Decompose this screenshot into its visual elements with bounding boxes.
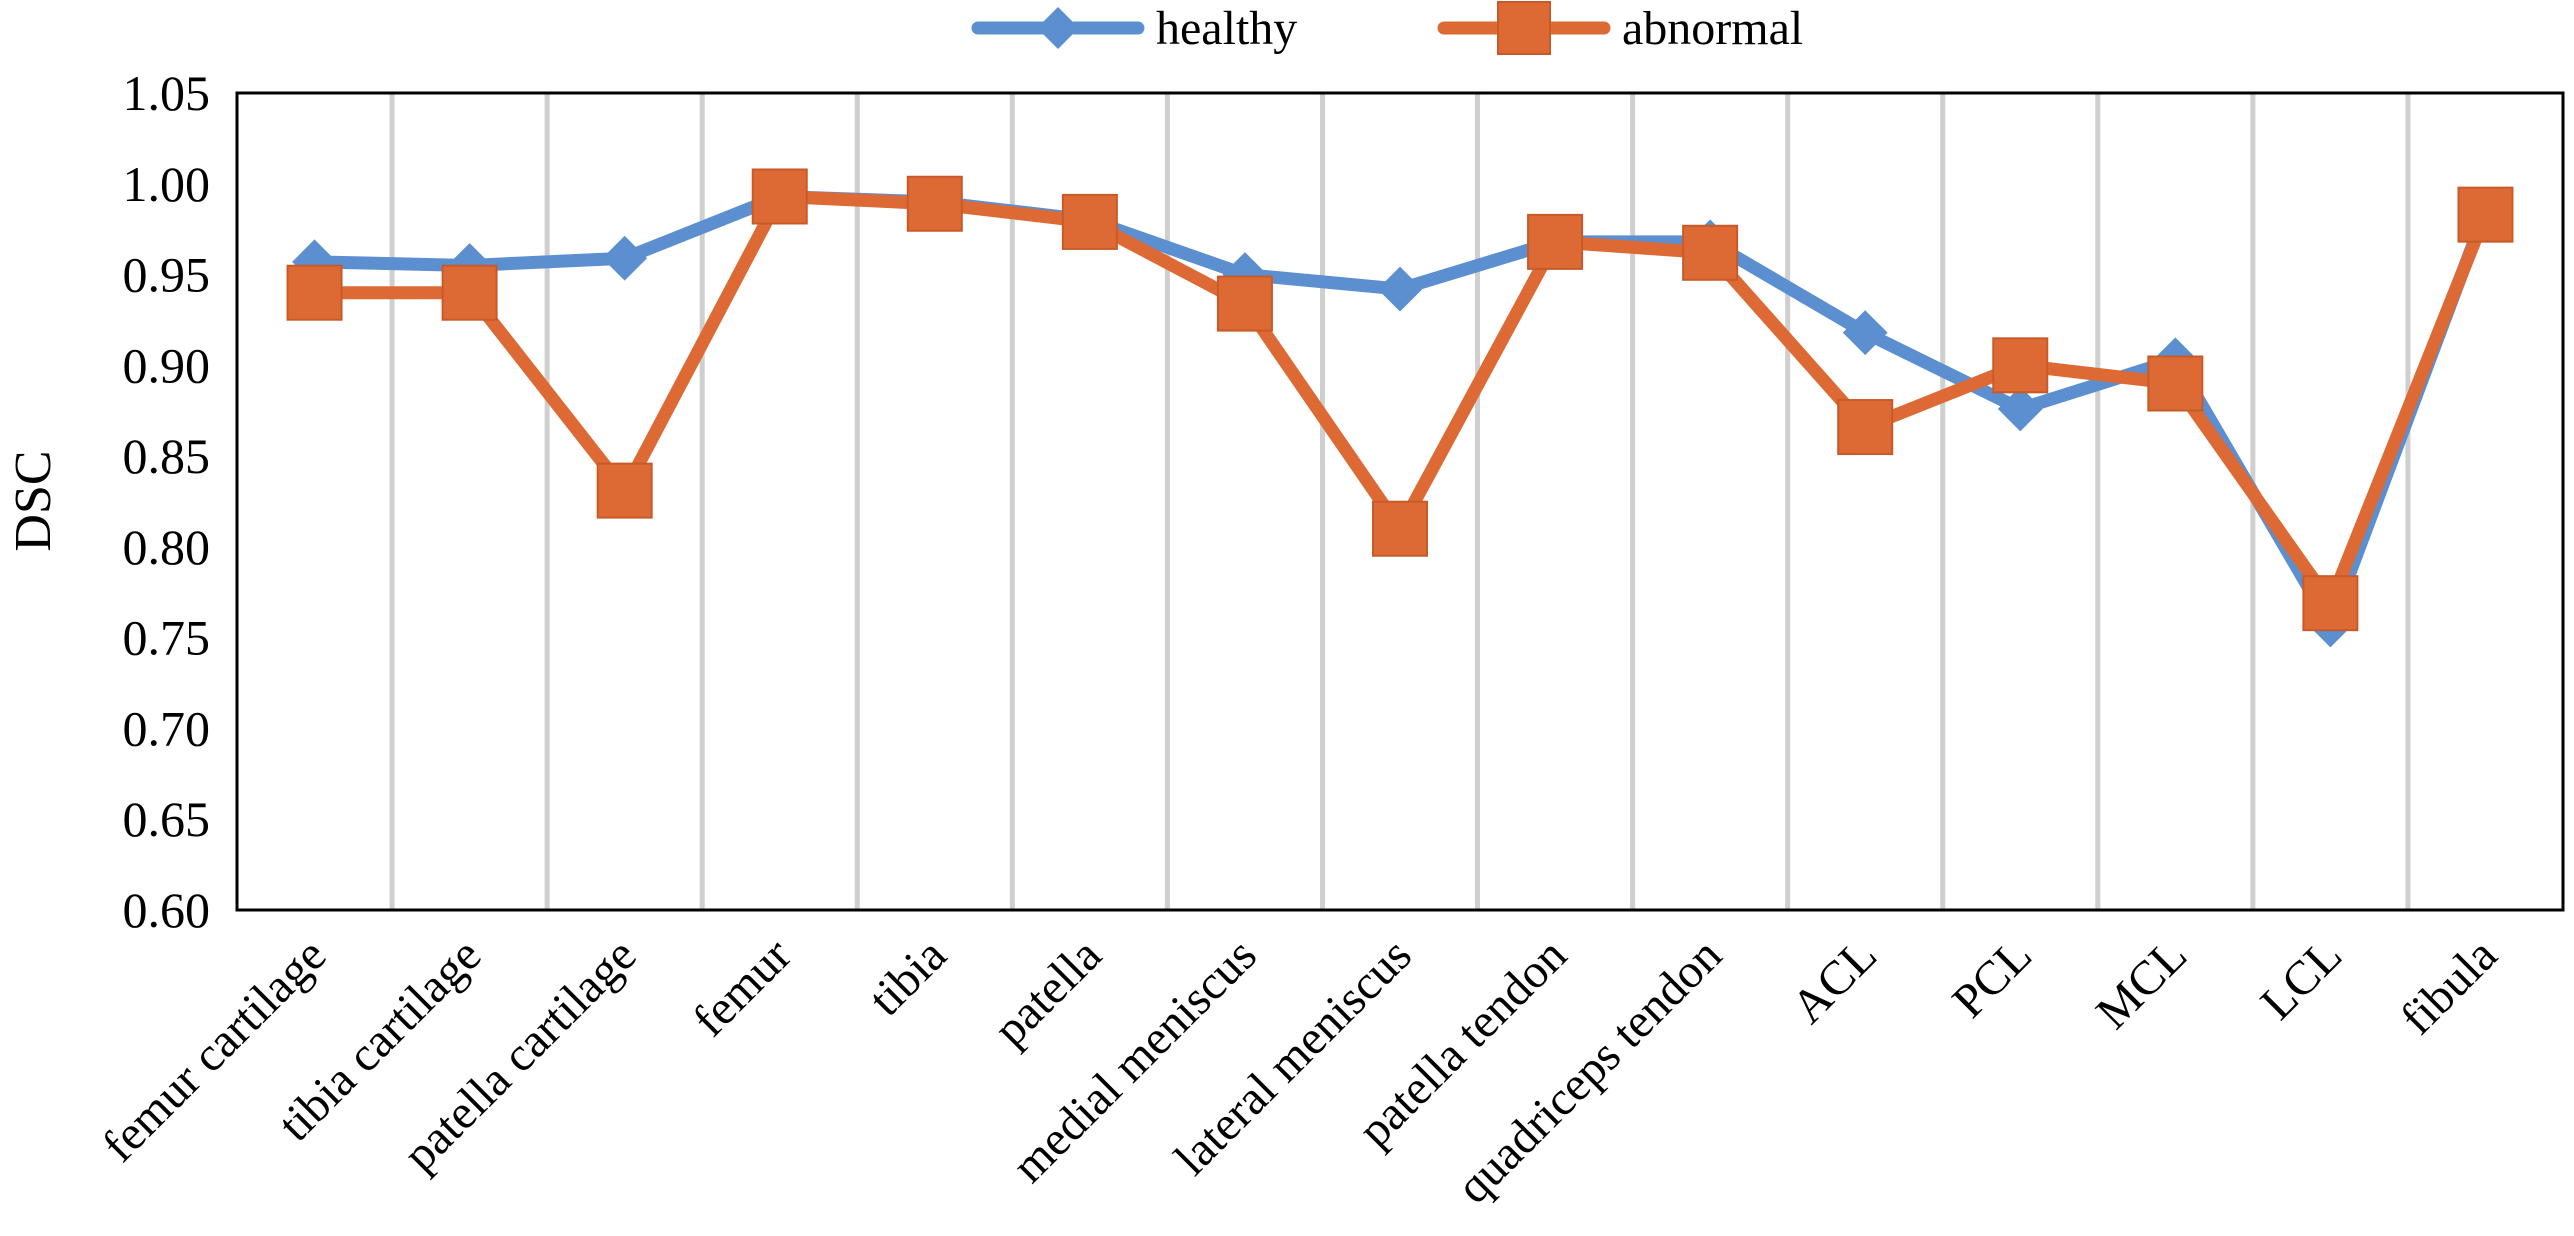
data-point bbox=[596, 462, 653, 519]
series-abnormal bbox=[286, 168, 2514, 632]
x-category-label: patella bbox=[984, 928, 1112, 1056]
legend-label: healthy bbox=[1156, 2, 1297, 55]
data-point bbox=[2147, 355, 2204, 412]
data-point bbox=[1372, 500, 1428, 557]
x-category-label: LCL bbox=[2251, 928, 2353, 1030]
x-category-label: PCL bbox=[1942, 928, 2042, 1028]
data-point bbox=[441, 264, 498, 321]
y-tick-label: 0.70 bbox=[123, 700, 211, 756]
legend: healthy abnormal bbox=[971, 1, 1803, 55]
x-category-label: femur bbox=[683, 928, 802, 1047]
x-category-label: tibia bbox=[859, 928, 957, 1026]
legend-swatch-marker bbox=[1037, 7, 1079, 49]
data-point bbox=[1992, 337, 2049, 394]
y-tick-label: 1.00 bbox=[123, 156, 211, 212]
data-point bbox=[1527, 213, 1584, 270]
y-tick-label: 0.95 bbox=[123, 247, 211, 303]
legend-swatch-marker bbox=[1497, 1, 1551, 55]
data-point bbox=[1837, 399, 1894, 456]
y-tick-label: 0.60 bbox=[123, 882, 211, 938]
y-tick-label: 0.75 bbox=[123, 610, 211, 666]
y-tick-label: 1.05 bbox=[123, 65, 211, 121]
y-tick-label: 0.85 bbox=[123, 428, 211, 484]
data-point bbox=[906, 175, 963, 232]
data-point bbox=[751, 168, 808, 225]
data-point bbox=[2457, 186, 2514, 243]
legend-item-healthy: healthy bbox=[971, 2, 1297, 55]
legend-label: abnormal bbox=[1622, 2, 1803, 55]
data-point bbox=[1377, 266, 1423, 312]
x-category-label: ACL bbox=[1782, 928, 1887, 1033]
series-lines bbox=[286, 168, 2514, 648]
y-tick-label: 0.90 bbox=[123, 337, 211, 393]
data-point bbox=[602, 235, 648, 281]
data-point bbox=[286, 264, 343, 321]
x-category-label: quadriceps tendon bbox=[1447, 928, 1732, 1213]
data-point bbox=[1682, 224, 1739, 281]
y-tick-label: 0.80 bbox=[123, 519, 211, 575]
y-axis-title: DSC bbox=[5, 450, 62, 551]
data-point bbox=[2302, 575, 2359, 632]
plot-area-frame bbox=[235, 91, 2565, 912]
legend-item-abnormal: abnormal bbox=[1437, 1, 1803, 55]
data-point bbox=[1842, 310, 1888, 356]
y-tick-label: 0.65 bbox=[123, 791, 211, 847]
x-category-label: fibula bbox=[2391, 928, 2508, 1045]
data-point bbox=[1216, 275, 1273, 332]
data-point bbox=[1061, 193, 1118, 250]
y-axis-ticks: 0.60 0.65 0.70 0.75 0.80 0.85 0.90 0.95 1.00 1.05 bbox=[123, 65, 211, 938]
data-point bbox=[1997, 386, 2043, 432]
x-category-label: MCL bbox=[2086, 928, 2197, 1039]
